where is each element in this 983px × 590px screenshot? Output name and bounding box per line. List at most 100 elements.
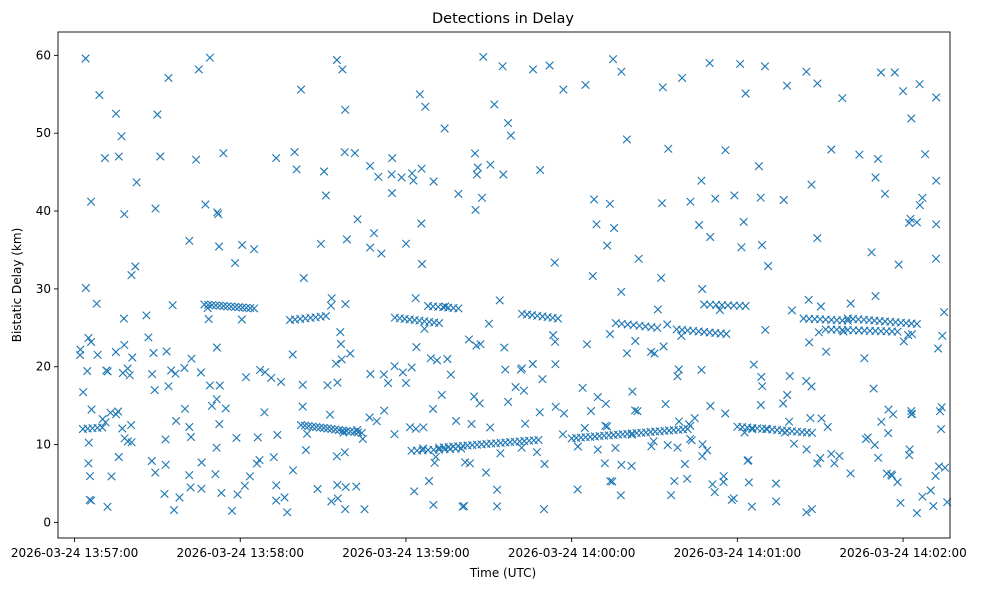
data-point — [907, 406, 916, 416]
data-point — [283, 508, 292, 517]
data-point — [214, 210, 223, 219]
data-point — [151, 204, 160, 213]
data-point — [496, 449, 505, 458]
data-point — [417, 219, 426, 228]
data-point — [743, 456, 752, 465]
data-point — [76, 345, 85, 354]
data-point — [912, 218, 922, 227]
data-point — [119, 314, 129, 323]
data-point — [929, 501, 938, 511]
data-point — [120, 340, 129, 350]
data-point — [608, 55, 618, 64]
data-point — [817, 414, 826, 423]
data-point — [164, 73, 173, 83]
track-point — [434, 318, 444, 328]
data-point — [938, 331, 947, 340]
data-point — [417, 259, 427, 269]
data-point — [627, 461, 636, 471]
data-point — [171, 369, 180, 378]
y-tick-label: 0 — [43, 515, 51, 529]
data-point — [737, 243, 746, 252]
data-point — [441, 302, 450, 311]
data-point — [749, 360, 758, 369]
data-point — [782, 81, 792, 90]
data-point — [186, 483, 195, 492]
data-point — [779, 399, 788, 408]
x-tick-label: 2026-03-24 13:57:00 — [11, 546, 138, 560]
data-point — [197, 458, 206, 467]
data-point — [337, 355, 346, 364]
data-point — [780, 428, 789, 437]
data-point — [313, 484, 322, 494]
data-point — [739, 217, 748, 227]
data-point — [915, 201, 925, 210]
y-tick-label: 40 — [36, 204, 51, 218]
data-point — [114, 152, 123, 161]
data-point — [459, 501, 469, 511]
data-point — [698, 452, 707, 461]
data-point — [336, 327, 345, 337]
data-point — [558, 430, 568, 439]
data-point — [372, 417, 381, 426]
data-point — [838, 94, 847, 103]
data-point — [267, 373, 276, 383]
data-point — [601, 399, 611, 408]
data-point — [646, 347, 656, 357]
data-point — [649, 437, 658, 446]
data-point — [719, 472, 728, 481]
track-point — [215, 301, 224, 310]
data-point — [869, 384, 878, 393]
data-point — [150, 385, 159, 395]
data-point — [589, 195, 599, 204]
data-point — [582, 340, 592, 349]
data-point — [366, 369, 375, 379]
data-point — [353, 215, 362, 224]
data-point — [298, 402, 307, 411]
data-point — [338, 65, 347, 74]
data-point — [144, 333, 153, 342]
data-point — [616, 491, 625, 500]
data-point — [715, 305, 725, 315]
data-point — [342, 235, 352, 244]
data-point — [813, 459, 822, 468]
data-point — [180, 363, 189, 373]
x-axis: 2026-03-24 13:57:00 2026-03-24 13:58:00 20… — [11, 538, 967, 560]
data-point — [698, 284, 707, 294]
data-point — [123, 364, 132, 373]
data-point — [802, 508, 811, 517]
track-point — [454, 304, 463, 313]
data-point — [161, 460, 170, 469]
data-point — [255, 365, 265, 375]
data-point — [387, 170, 396, 179]
data-point — [212, 343, 222, 352]
data-point — [467, 419, 476, 429]
data-point — [710, 488, 719, 497]
data-point — [331, 359, 341, 368]
data-point — [151, 468, 160, 477]
data-point — [912, 508, 922, 518]
track-point — [321, 311, 331, 321]
data-point — [201, 200, 210, 209]
data-point — [252, 459, 262, 468]
data-point — [517, 443, 526, 452]
data-point — [827, 449, 836, 459]
data-point — [85, 472, 95, 481]
data-point — [771, 479, 781, 488]
data-point — [398, 368, 408, 377]
data-point — [871, 173, 880, 182]
data-point — [245, 472, 255, 481]
track-point — [207, 300, 217, 310]
data-point — [656, 273, 666, 283]
data-point — [762, 424, 771, 433]
data-point — [86, 337, 96, 347]
data-point — [299, 273, 308, 283]
data-point — [545, 61, 554, 70]
data-point — [93, 350, 102, 359]
data-point — [100, 153, 110, 163]
data-point — [627, 430, 636, 439]
data-point — [79, 388, 88, 397]
data-point — [432, 356, 442, 365]
data-point — [906, 214, 915, 223]
data-point — [893, 477, 902, 487]
data-point — [896, 498, 905, 507]
